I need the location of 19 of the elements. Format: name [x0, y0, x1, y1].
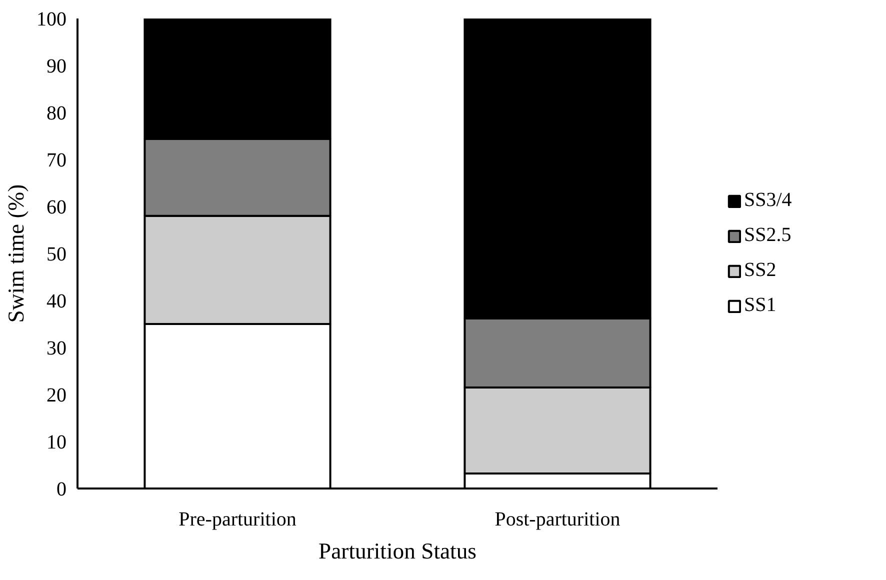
y-tick-label: 0 [56, 478, 66, 500]
x-axis-title: Parturition Status [318, 538, 476, 564]
y-tick-label: 50 [46, 244, 66, 266]
y-axis-title: Swim time (%) [4, 184, 28, 323]
legend-label: SS2.5 [744, 224, 792, 247]
y-tick-label: 100 [36, 8, 66, 30]
x-tick-label: Pre-parturition [178, 508, 296, 530]
y-tick-label: 20 [46, 384, 66, 406]
y-tick-label: 60 [46, 196, 66, 218]
y-tick-label: 10 [46, 432, 66, 454]
y-tick-label: 70 [46, 150, 66, 172]
y-tick-label: 40 [46, 290, 66, 312]
legend-label: SS1 [744, 294, 776, 317]
legend-label: SS3/4 [744, 189, 792, 212]
y-tick-label: 30 [46, 338, 66, 360]
y-tick-label: 80 [46, 102, 66, 124]
x-tick-label: Post-parturition [494, 508, 620, 530]
legend-label: SS2 [744, 259, 776, 282]
y-tick-label: 90 [46, 56, 66, 78]
